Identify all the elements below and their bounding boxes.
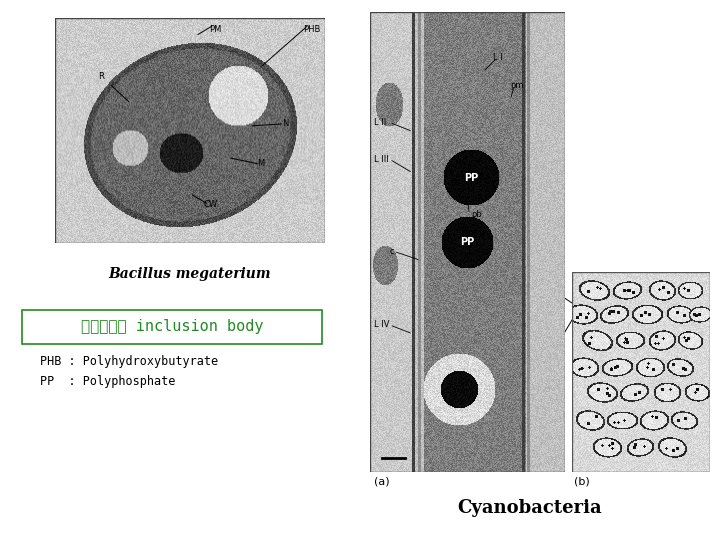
Text: PP: PP — [460, 237, 474, 247]
Text: M: M — [258, 159, 265, 168]
Text: c: c — [390, 247, 394, 256]
Text: pm: pm — [510, 81, 524, 90]
Text: N: N — [282, 119, 288, 128]
FancyBboxPatch shape — [22, 310, 322, 344]
Text: PM: PM — [209, 25, 221, 33]
Text: R: R — [98, 72, 104, 81]
Bar — [370, 12, 565, 472]
Text: L II: L II — [374, 118, 386, 127]
Text: PHB: PHB — [303, 25, 321, 33]
Text: PHB : Polyhydroxybutyrate: PHB : Polyhydroxybutyrate — [40, 355, 218, 368]
Text: Cyanobacteria: Cyanobacteria — [458, 499, 603, 517]
Text: (a): (a) — [374, 476, 390, 486]
Text: L III: L III — [374, 154, 389, 164]
Text: PP  : Polyphosphate: PP : Polyphosphate — [40, 375, 176, 388]
Text: L IV: L IV — [374, 320, 390, 329]
Text: CW: CW — [204, 200, 217, 209]
Text: pb: pb — [472, 210, 482, 219]
Text: PP: PP — [464, 173, 479, 183]
Text: L I: L I — [493, 53, 503, 63]
Bar — [572, 272, 710, 472]
Text: Bacillus megaterium: Bacillus megaterium — [109, 267, 271, 281]
Text: 원핑세포의 inclusion body: 원핑세포의 inclusion body — [81, 320, 264, 334]
Text: (b): (b) — [574, 476, 590, 486]
Bar — [55, 18, 325, 243]
Text: Thylakoids: Thylakoids — [575, 305, 626, 315]
